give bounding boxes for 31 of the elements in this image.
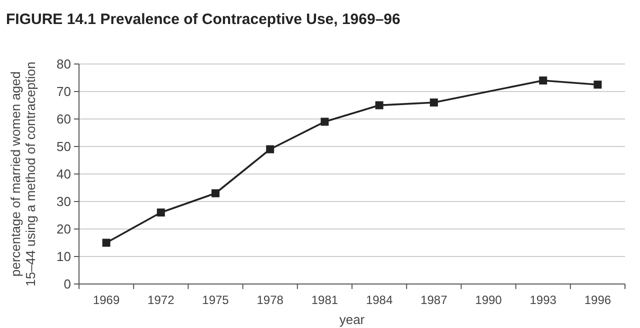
x-tick-label: 1990 [475, 293, 502, 307]
point [539, 76, 548, 84]
x-tick-label: 1978 [256, 293, 284, 307]
x-tick-label: 1972 [148, 293, 175, 307]
point [320, 118, 329, 126]
point [375, 101, 384, 110]
x-tick-label: 1981 [311, 293, 338, 307]
y-tick-label: 70 [56, 84, 71, 100]
point [430, 98, 438, 106]
x-tick-label: 1996 [584, 293, 612, 307]
x-tick-label: 1987 [420, 293, 448, 307]
y-tick-label: 10 [56, 249, 71, 264]
x-tick-label: 1975 [202, 293, 230, 307]
point [156, 208, 165, 216]
x-tick-label: 1993 [530, 293, 557, 307]
x-axis-title: year [339, 312, 366, 327]
y-tick-label: 30 [56, 194, 71, 210]
x-tick-label: 1984 [366, 293, 393, 307]
point [212, 189, 220, 198]
y-axis-title: percentage of married women aged 15–44 using a method of contraception [8, 62, 38, 286]
point [594, 80, 602, 89]
y-tick-label: 40 [56, 166, 71, 182]
point [266, 145, 274, 154]
chart-title: FIGURE 14.1 Prevalence of Contraceptive Use, 1969–96 [6, 11, 400, 28]
y-tick-label: 0 [64, 276, 71, 292]
y-tick-label: 20 [56, 222, 71, 237]
point [102, 238, 110, 247]
x-tick-label: 1969 [92, 293, 120, 307]
y-tick-label: 80 [56, 56, 71, 72]
y-tick-label: 60 [56, 112, 71, 127]
y-tick-label: 50 [56, 139, 71, 154]
